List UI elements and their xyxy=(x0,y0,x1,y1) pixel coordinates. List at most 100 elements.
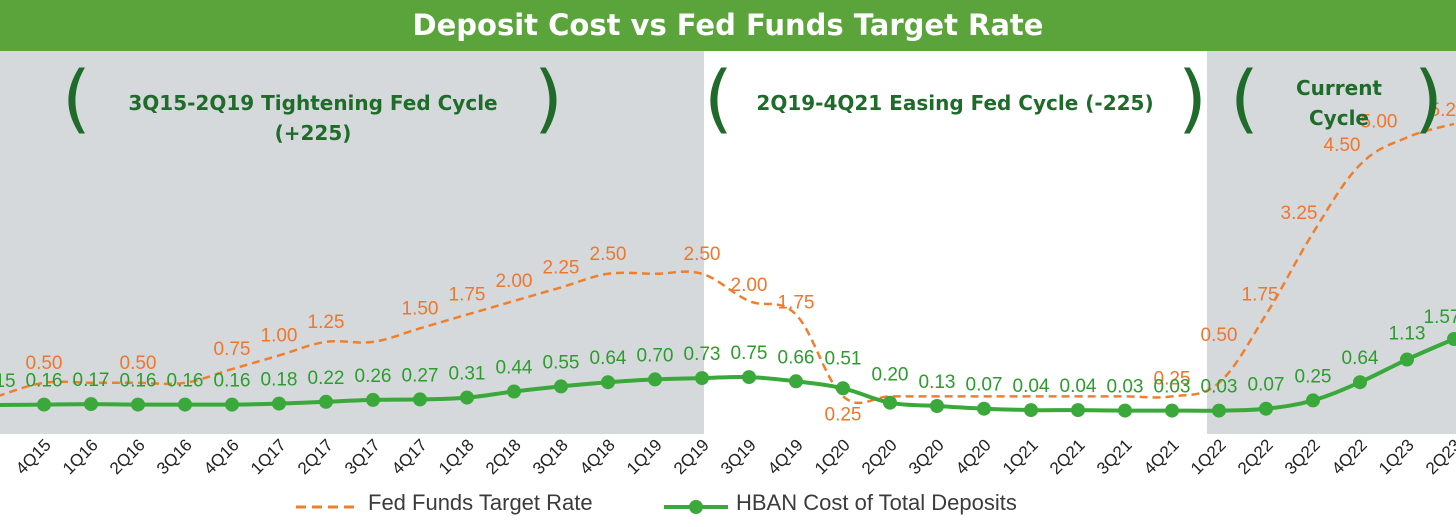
legend-swatches xyxy=(296,500,728,514)
x-tick-3Q21: 3Q21 xyxy=(1093,435,1136,478)
hban-point-2Q18 xyxy=(507,384,521,399)
hban-label-3Q20: 0.13 xyxy=(919,372,956,393)
hban-label-3Q22: 0.25 xyxy=(1295,366,1332,387)
hban-label-4Q15: 0.16 xyxy=(26,371,63,392)
hban-point-3Q17 xyxy=(366,392,380,407)
hban-label-2Q20: 0.20 xyxy=(872,365,909,386)
fed-label-4Q16: 0.75 xyxy=(214,339,251,360)
fed-label-1Q20: 0.25 xyxy=(825,404,862,425)
x-tick-2Q20: 2Q20 xyxy=(858,435,901,478)
hban-point-1Q18 xyxy=(460,390,474,405)
hban-point-2Q21 xyxy=(1071,403,1085,418)
hban-point-1Q19 xyxy=(648,372,662,387)
fed-label-4Q21: 0.25 xyxy=(1154,368,1191,389)
x-tick-4Q22: 4Q22 xyxy=(1328,435,1371,478)
x-tick-4Q19: 4Q19 xyxy=(764,435,807,478)
x-tick-2Q19: 2Q19 xyxy=(670,435,713,478)
chart-title: Deposit Cost vs Fed Funds Target Rate xyxy=(412,8,1044,42)
hban-point-4Q19 xyxy=(789,374,803,389)
x-tick-4Q21: 4Q21 xyxy=(1140,435,1183,478)
easing-cycle-label: 2Q19-4Q21 Easing Fed Cycle (-225) xyxy=(756,91,1154,115)
x-tick-1Q21: 1Q21 xyxy=(999,435,1042,478)
x-tick-3Q17: 3Q17 xyxy=(341,435,384,478)
hban-point-4Q20 xyxy=(977,401,991,416)
fed-label-1Q17: 1.00 xyxy=(261,326,298,347)
hban-label-4Q16: 0.16 xyxy=(214,371,251,392)
x-tick-2Q17: 2Q17 xyxy=(294,435,337,478)
hban-label-1Q19: 0.70 xyxy=(637,345,674,366)
hban-label-4Q20: 0.07 xyxy=(966,375,1003,396)
fed-label-4Q19: 1.75 xyxy=(778,293,815,314)
x-tick-4Q20: 4Q20 xyxy=(952,435,995,478)
hban-label-2Q21: 0.04 xyxy=(1060,376,1097,397)
hban-label-1Q18: 0.31 xyxy=(449,364,486,385)
hban-point-4Q15 xyxy=(37,397,51,412)
hban-label-3Q16: 0.16 xyxy=(167,371,204,392)
x-tick-3Q22: 3Q22 xyxy=(1281,435,1324,478)
fed-funds-data-labels: 0.50 0.50 0.75 1.00 1.25 1.50 1.75 2.00 2.25 2.50… xyxy=(26,100,1456,426)
hban-label-1Q16: 0.17 xyxy=(73,370,110,391)
hban-point-4Q16 xyxy=(225,397,239,412)
fed-label-4Q17: 1.50 xyxy=(402,298,439,319)
hban-label-4Q18: 0.64 xyxy=(590,348,627,369)
hban-label-1Q20: 0.51 xyxy=(825,348,862,369)
bracket-left-3: ( xyxy=(1230,56,1259,142)
hban-point-3Q16 xyxy=(178,397,192,412)
x-tick-4Q15: 4Q15 xyxy=(12,435,55,478)
fed-label-4Q15: 0.50 xyxy=(26,353,63,374)
x-tick-4Q17: 4Q17 xyxy=(388,435,431,478)
x-tick-4Q18: 4Q18 xyxy=(576,435,619,478)
x-tick-1Q17: 1Q17 xyxy=(247,435,290,478)
hban-label-4Q19: 0.66 xyxy=(778,347,815,368)
hban-label-3Q17: 0.26 xyxy=(355,366,392,387)
hban-label-3Q15: 15 xyxy=(0,371,16,392)
hban-point-4Q22 xyxy=(1353,375,1367,390)
fed-label-1Q23: 5.00 xyxy=(1361,112,1398,133)
x-tick-3Q18: 3Q18 xyxy=(529,435,572,478)
hban-point-3Q20 xyxy=(930,399,944,413)
hban-point-3Q18 xyxy=(554,379,568,394)
hban-point-2Q19 xyxy=(695,371,709,386)
tightening-cycle-band xyxy=(0,51,704,434)
hban-point-2Q17 xyxy=(319,394,333,409)
fed-funds-series xyxy=(0,122,1455,405)
tightening-cycle-label: 3Q15-2Q19 Tightening Fed Cycle (+225) xyxy=(128,91,498,145)
fed-label-2Q23: 5.25 xyxy=(1430,100,1456,121)
fed-label-2Q16: 0.50 xyxy=(120,353,157,374)
hban-label-2Q17: 0.22 xyxy=(308,368,345,389)
x-tick-2Q18: 2Q18 xyxy=(482,435,525,478)
hban-point-1Q22 xyxy=(1212,403,1226,418)
hban-label-1Q23: 1.13 xyxy=(1389,323,1426,344)
x-tick-4Q16: 4Q16 xyxy=(200,435,243,478)
fed-label-2Q22: 1.75 xyxy=(1242,285,1279,306)
hban-label-2Q23: 1.57 xyxy=(1424,307,1456,328)
hban-point-3Q22 xyxy=(1306,393,1320,408)
hban-point-2Q20 xyxy=(883,395,897,410)
fed-label-1Q22: 0.50 xyxy=(1201,325,1238,346)
bracket-right-3: ) xyxy=(1414,56,1443,142)
hban-label-2Q16: 0.16 xyxy=(120,371,157,392)
fed-label-3Q18: 2.25 xyxy=(543,257,580,278)
fed-label-4Q18: 2.50 xyxy=(590,244,627,265)
hban-label-2Q19: 0.73 xyxy=(684,344,721,365)
hban-point-2Q16 xyxy=(131,397,145,412)
x-tick-2Q21: 2Q21 xyxy=(1046,435,1089,478)
hban-point-4Q18 xyxy=(601,375,615,390)
hban-label-4Q17: 0.27 xyxy=(402,365,439,386)
x-tick-3Q20: 3Q20 xyxy=(905,435,948,478)
hban-label-1Q22: 0.03 xyxy=(1201,377,1238,398)
bracket-right-1: ) xyxy=(534,56,563,142)
legend-fed-label: Fed Funds Target Rate xyxy=(368,490,593,515)
current-cycle-band xyxy=(1207,51,1456,434)
fed-label-3Q19: 2.00 xyxy=(731,275,768,296)
hban-point-4Q21 xyxy=(1165,403,1179,418)
x-tick-1Q16: 1Q16 xyxy=(59,435,102,478)
hban-label-1Q17: 0.18 xyxy=(261,370,298,391)
hban-deposit-series xyxy=(0,332,1456,418)
x-axis-tick-labels: 4Q15 1Q16 2Q16 3Q16 4Q16 1Q17 2Q17 3Q17 4Q17 1Q18… xyxy=(12,435,1456,478)
legend-hban-swatch-marker xyxy=(689,500,703,514)
x-tick-2Q16: 2Q16 xyxy=(106,435,149,478)
hban-label-3Q21: 0.03 xyxy=(1107,377,1144,398)
hban-point-1Q21 xyxy=(1024,403,1038,418)
